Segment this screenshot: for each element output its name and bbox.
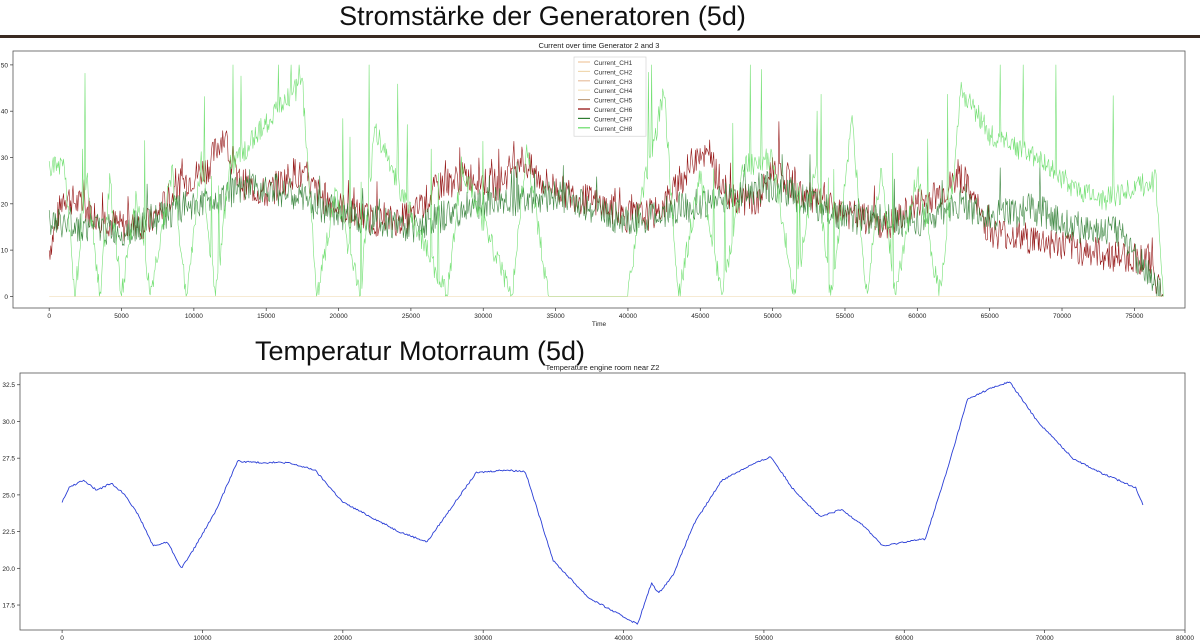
- x-tick-label: 15000: [257, 313, 275, 320]
- plot-frame: [12, 50, 1186, 309]
- chart-title: Current over time Generator 2 and 3: [539, 41, 660, 50]
- x-tick-label: 75000: [1125, 313, 1143, 320]
- x-tick-label: 0: [47, 313, 51, 320]
- x-tick-label: 80000: [1176, 635, 1194, 642]
- slide-title-currents: Stromstärke der Generatoren (5d): [339, 1, 746, 31]
- y-tick-label: 50: [1, 62, 9, 69]
- current-chart: Current over time Generator 2 and 3 Time 0…: [1, 41, 1186, 328]
- x-tick-label: 5000: [114, 313, 129, 320]
- legend-label: Current_CH7: [594, 116, 633, 123]
- legend-label: Current_CH6: [594, 107, 633, 114]
- x-tick-label: 25000: [402, 313, 420, 320]
- x-tick-label: 0: [60, 635, 64, 642]
- y-tick-label: 20.0: [2, 566, 15, 573]
- y-tick-label: 40: [1, 109, 9, 116]
- x-tick-label: 40000: [619, 313, 637, 320]
- x-tick-label: 40000: [615, 635, 633, 642]
- x-tick-label: 50000: [755, 635, 773, 642]
- y-tick-label: 25.0: [2, 492, 15, 499]
- legend-label: Current_CH5: [594, 98, 633, 105]
- series-line-temperature: [61, 381, 1144, 625]
- temperature-chart: Temperature engine room near Z2Time01000…: [2, 363, 1194, 642]
- x-tick-label: 60000: [908, 313, 926, 320]
- y-tick-label: 30: [1, 155, 9, 162]
- legend-box: [573, 56, 647, 137]
- y-tick-label: 22.5: [2, 529, 15, 536]
- series-line-current-ch7: [48, 154, 1164, 297]
- plot-frame: [19, 372, 1186, 631]
- chart-title: Temperature engine room near Z2: [546, 363, 660, 372]
- y-tick-label: 0: [4, 294, 8, 301]
- x-tick-label: 55000: [836, 313, 854, 320]
- y-tick-label: 30.0: [2, 419, 15, 426]
- x-tick-label: 20000: [334, 635, 352, 642]
- title-divider: [0, 35, 1200, 38]
- legend-label: Current_CH1: [594, 60, 633, 67]
- x-tick-label: 70000: [1036, 635, 1054, 642]
- legend-label: Current_CH8: [594, 126, 633, 133]
- y-tick-label: 20: [1, 201, 9, 208]
- x-tick-label: 60000: [895, 635, 913, 642]
- x-tick-label: 30000: [474, 313, 492, 320]
- x-axis-label: Time: [592, 321, 607, 328]
- legend-label: Current_CH2: [594, 69, 633, 76]
- y-tick-label: 32.5: [2, 382, 15, 389]
- x-tick-label: 20000: [330, 313, 348, 320]
- x-tick-label: 10000: [185, 313, 203, 320]
- legend-label: Current_CH3: [594, 79, 633, 86]
- x-tick-label: 50000: [764, 313, 782, 320]
- slide-title-temperature: Temperatur Motorraum (5d): [254, 336, 586, 366]
- legend-label: Current_CH4: [594, 88, 633, 95]
- x-tick-label: 70000: [1053, 313, 1071, 320]
- y-tick-label: 10: [1, 248, 9, 255]
- x-tick-label: 35000: [547, 313, 565, 320]
- x-tick-label: 45000: [691, 313, 709, 320]
- y-tick-label: 17.5: [2, 603, 15, 610]
- y-tick-label: 27.5: [2, 456, 15, 463]
- x-tick-label: 65000: [981, 313, 999, 320]
- x-tick-label: 10000: [193, 635, 211, 642]
- x-tick-label: 30000: [474, 635, 492, 642]
